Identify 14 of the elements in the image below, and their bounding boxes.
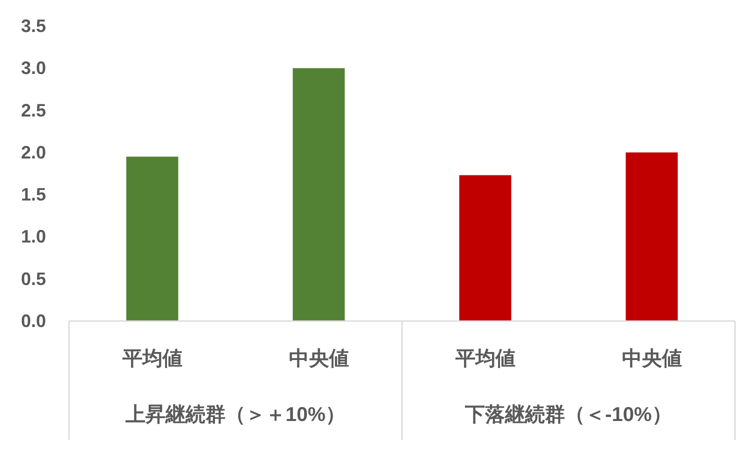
x-tick-label: 平均値 xyxy=(121,348,182,370)
x-tick-label: 中央値 xyxy=(288,348,349,370)
y-tick-label: 0.5 xyxy=(20,268,46,289)
text: 上昇継続群（＞＋10%） xyxy=(124,404,346,426)
y-tick-label: 3.5 xyxy=(20,16,46,36)
y-tick-label: 0.0 xyxy=(20,311,46,331)
y-tick-label: 2.0 xyxy=(20,142,46,162)
y-tick-label: 1.5 xyxy=(20,184,46,205)
y-tick-label: 3.0 xyxy=(20,58,46,78)
x-tick-label: 平均値 xyxy=(454,348,516,370)
x-tick-label: 中央値 xyxy=(622,348,682,370)
y-tick-label: 2.5 xyxy=(20,100,46,120)
text: 下落継続群（＜-10%） xyxy=(464,404,672,426)
y-tick-label: 1.0 xyxy=(20,226,46,247)
